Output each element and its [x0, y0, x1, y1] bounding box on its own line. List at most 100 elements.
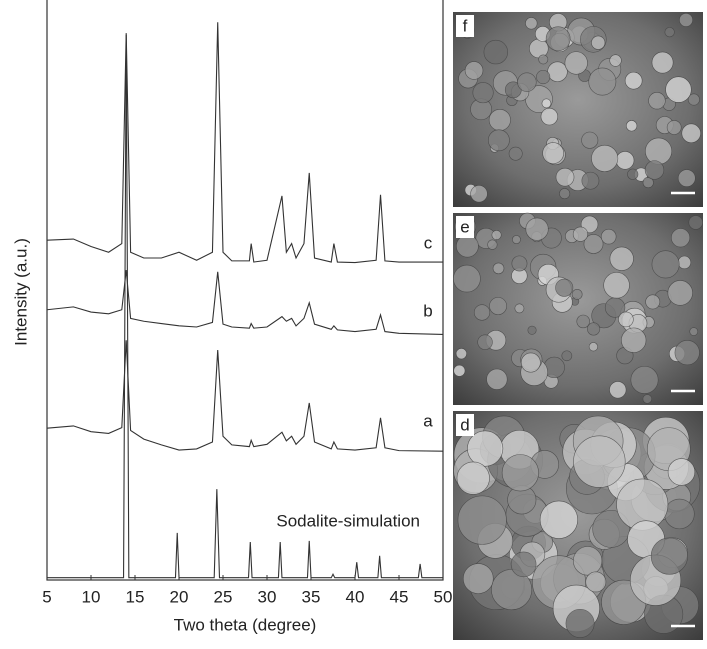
- sem-texture: [520, 352, 541, 373]
- sem-texture: [473, 304, 491, 321]
- plot-frame: [46, 0, 444, 581]
- series-label: c: [424, 233, 433, 252]
- sem-texture: [488, 108, 511, 132]
- sem-texture: [630, 365, 659, 394]
- sem-texture: [592, 509, 631, 548]
- sem-texture: [591, 35, 606, 50]
- panel-label-box: [456, 15, 474, 37]
- sem-texture: [677, 169, 696, 188]
- sem-texture: [609, 246, 634, 271]
- sem-texture: [667, 280, 693, 306]
- sem-texture: [674, 340, 700, 366]
- sem-texture: [525, 17, 538, 30]
- pattern-line: [47, 34, 443, 579]
- sem-texture: [453, 364, 466, 377]
- sem-texture: [642, 394, 653, 404]
- sem-texture: [514, 303, 525, 314]
- sem-texture: [527, 325, 537, 335]
- sem-texture: [525, 217, 549, 241]
- pattern-line: [46, 270, 444, 336]
- sem-texture: [508, 146, 523, 161]
- sem-texture: [565, 608, 595, 638]
- sem-texture: [517, 72, 537, 92]
- sem-texture: [581, 131, 599, 149]
- sem-texture: [573, 546, 603, 576]
- sem-texture: [547, 61, 568, 82]
- sem-texture: [651, 51, 674, 74]
- sem-texture: [581, 171, 600, 190]
- sem-texture: [679, 12, 693, 27]
- pattern-line: [46, 340, 444, 452]
- series-label: Sodalite-simulation: [276, 511, 420, 530]
- sem-texture: [491, 569, 533, 611]
- sem-texture: [539, 500, 578, 539]
- sem-texture: [561, 350, 573, 362]
- series-label: a: [423, 411, 433, 430]
- x-tick-label: 35: [302, 587, 321, 606]
- sem-texture: [665, 76, 692, 103]
- sem-texture: [545, 26, 571, 52]
- sem-texture: [585, 571, 607, 593]
- sem-texture: [536, 69, 551, 85]
- sem-texture: [615, 151, 635, 170]
- sem-texture: [621, 327, 647, 353]
- sem-texture: [492, 262, 505, 275]
- sem-image: e: [453, 212, 703, 405]
- sem-texture: [456, 234, 479, 258]
- sem-texture: [555, 278, 574, 297]
- x-tick-label: 50: [434, 587, 453, 606]
- sem-texture: [491, 230, 502, 241]
- sem-texture: [472, 82, 494, 104]
- sem-texture: [609, 381, 627, 399]
- sem-texture: [564, 51, 588, 75]
- panel-label-box: [456, 216, 474, 238]
- x-tick-label: 25: [214, 587, 233, 606]
- sem-texture: [576, 314, 590, 329]
- sem-texture: [487, 239, 498, 250]
- panel-label: d: [460, 415, 469, 434]
- sem-texture: [677, 255, 692, 270]
- sem-texture: [667, 458, 696, 486]
- sem-texture: [688, 215, 703, 230]
- sem-texture: [591, 144, 619, 172]
- sem-texture: [588, 342, 598, 352]
- sem-texture: [571, 288, 583, 300]
- y-axis-label: Intensity (a.u.): [11, 238, 30, 346]
- sem-texture: [648, 92, 666, 110]
- sem-texture: [600, 228, 617, 245]
- sem-texture: [467, 430, 504, 467]
- sem-texture: [538, 54, 549, 65]
- sem-texture: [645, 294, 661, 310]
- panel-label: e: [460, 217, 469, 236]
- panel-label-box: [456, 414, 474, 436]
- sem-texture: [627, 168, 639, 180]
- sem-texture: [489, 297, 507, 315]
- sem-texture: [456, 461, 490, 495]
- sem-texture: [540, 107, 559, 126]
- sem-texture: [603, 272, 630, 299]
- sem-texture: [462, 563, 494, 594]
- sem-image: f: [453, 12, 703, 207]
- x-tick-label: 20: [170, 587, 189, 606]
- sem-texture: [511, 255, 528, 272]
- sem-texture: [664, 27, 675, 38]
- series-label: b: [423, 301, 432, 320]
- pattern-line: [46, 22, 443, 264]
- sem-texture: [483, 39, 509, 65]
- sem-texture: [541, 98, 552, 109]
- sem-texture: [651, 250, 680, 279]
- sem-texture: [588, 67, 617, 96]
- sem-texture: [687, 93, 700, 106]
- sem-texture: [670, 228, 691, 248]
- x-tick-label: 5: [42, 587, 51, 606]
- x-axis-label: Two theta (degree): [174, 615, 317, 634]
- x-tick-label: 15: [126, 587, 145, 606]
- sem-texture: [644, 137, 673, 165]
- panel-label: f: [463, 16, 468, 35]
- sem-texture: [681, 123, 701, 144]
- sem-texture: [583, 234, 604, 254]
- sem-texture: [453, 264, 481, 293]
- sem-texture: [666, 120, 682, 135]
- sem-texture: [572, 226, 589, 242]
